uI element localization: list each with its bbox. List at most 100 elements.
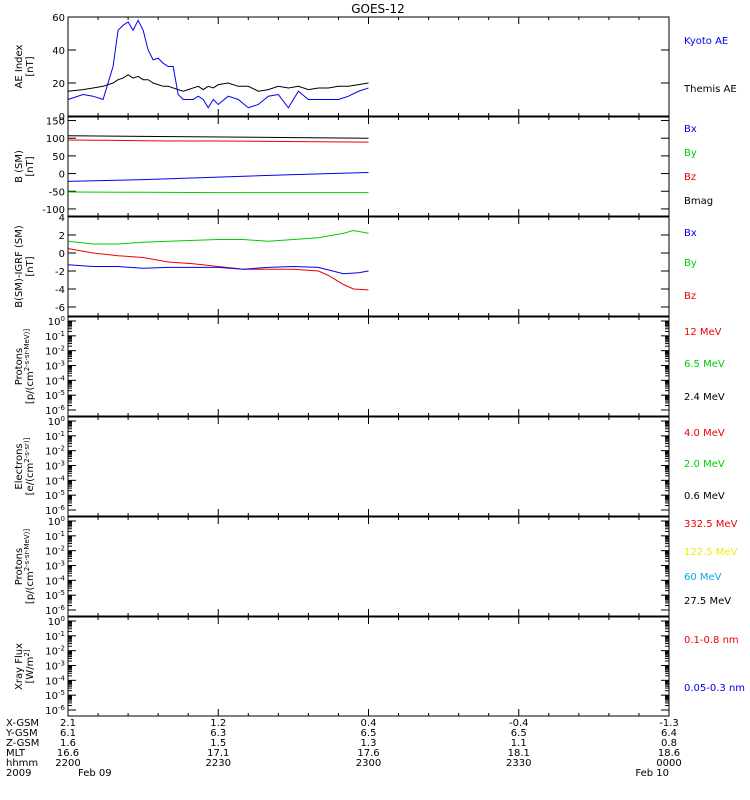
series-line-bx	[67, 172, 369, 182]
legend-entry: 2.0 MeV	[684, 459, 725, 470]
y-axis-label: AE Index [nT]	[14, 44, 36, 88]
panel-bdiff: -6 -4 -2 0 2 4 B(SM)-IGRF (SM) [nT] Bx By Bz	[14, 213, 697, 317]
y-axis-label-line: Protons	[14, 548, 25, 585]
y-tick-label: 10-1	[45, 330, 65, 343]
series-line-themis-ae	[67, 74, 369, 92]
panel-frame	[67, 16, 670, 117]
y-tick-label: 0	[59, 170, 65, 181]
legend-entry: 4.0 MeV	[684, 428, 725, 439]
y-axis-label: B (SM) [nT]	[14, 150, 36, 183]
y-tick-label: 100	[46, 134, 65, 145]
series-line-bmag	[67, 135, 369, 139]
x-axis-value: 17.1	[207, 748, 229, 759]
x-axis-value: 2.1	[60, 718, 76, 729]
x-axis-value: 6.5	[361, 728, 377, 739]
legend-entry: By	[684, 148, 697, 159]
x-axis-value: 1.1	[511, 738, 527, 749]
x-axis-value: 2230	[206, 758, 231, 769]
x-axis-value: 2200	[55, 758, 80, 769]
panel-frame	[67, 616, 670, 717]
legend-entry: Bx	[684, 124, 697, 135]
panel-ae: 0 20 40 60 AE Index [nT] Kyoto AE Themis AE	[14, 13, 737, 123]
y-axis-label-line: [e/(cm2-s-sr)]	[23, 437, 36, 495]
series-line-bz	[67, 248, 369, 291]
x-row-label: Z-GSM	[6, 738, 39, 749]
x-axis-value: Feb 10	[635, 768, 669, 779]
x-row-label: Y-GSM	[5, 728, 38, 739]
legend-entry: Themis AE	[683, 84, 737, 95]
y-tick-label: 50	[52, 152, 65, 163]
y-tick-label: 10-2	[45, 345, 65, 358]
y-tick-label: 150	[46, 117, 65, 128]
y-tick-label: 10-4	[45, 674, 65, 687]
legend-entry: Kyoto AE	[684, 36, 728, 47]
legend-entry: Bz	[684, 172, 696, 183]
y-tick-label: 100	[48, 515, 65, 528]
panel-electrons: 100 10-1 10-2 10-310-4 10-5 10-6 Electrons [e/(…	[14, 415, 725, 517]
panel-frame	[67, 316, 670, 417]
y-tick-label: 0	[59, 249, 65, 260]
x-axis-value: Feb 09	[78, 768, 112, 779]
y-axis-label: Protons[p/(cm2-s-sr-MeV)]	[14, 529, 36, 604]
y-axis-label-line: [nT]	[25, 56, 36, 76]
x-row-label: X-GSM	[6, 718, 39, 729]
y-tick-label: 10-1	[45, 530, 65, 543]
x-axis-value: 1.3	[361, 738, 377, 749]
x-axis-value: 6.5	[511, 728, 527, 739]
panel-protons2: 100 10-1 10-2 10-310-4 10-5 10-6 Protons[p/(cm…	[14, 515, 738, 617]
y-tick-label: 10-4	[45, 474, 65, 487]
y-tick-label: 10-3	[45, 660, 65, 673]
plot-title: GOES-12	[351, 2, 405, 16]
panel-frame	[67, 216, 670, 317]
legend-entry: By	[684, 258, 697, 269]
y-axis-label-line: Electrons	[14, 443, 25, 489]
y-tick-label: 10-6	[45, 504, 65, 517]
legend-entry: 60 MeV	[684, 572, 722, 583]
x-axis-value: 1.6	[60, 738, 76, 749]
x-axis-value: 17.6	[357, 748, 379, 759]
y-tick-label: 10-5	[45, 389, 65, 402]
panel-bsm: -100 -50 0 50 100 150 B (SM) [nT] Bx By Bz Bmag	[14, 116, 713, 217]
y-axis-label: Xray Flux [W/m2]	[14, 643, 36, 690]
series-line-bz	[67, 139, 369, 143]
legend-entry: Bmag	[684, 196, 713, 207]
legend-entry: Bz	[684, 291, 696, 302]
y-tick-label: 0	[59, 112, 65, 123]
x-axis-value: 0.8	[661, 738, 677, 749]
y-axis-label-line: Xray Flux	[14, 643, 25, 690]
legend-entry: 2.4 MeV	[684, 392, 725, 403]
y-tick-label: 10-1	[45, 430, 65, 443]
y-tick-label: 4	[59, 213, 65, 224]
y-tick-label: 10-3	[45, 460, 65, 473]
y-tick-label: 10-3	[45, 360, 65, 373]
y-tick-label: 40	[52, 46, 65, 57]
y-tick-label: 10-6	[45, 404, 65, 417]
legend-entry: 6.5 MeV	[684, 359, 725, 370]
panel-frame	[67, 416, 670, 517]
series-line-bx	[67, 264, 369, 275]
y-tick-label: 20	[52, 79, 65, 90]
y-tick-label: 100	[48, 615, 65, 628]
y-tick-label: -6	[55, 303, 65, 314]
x-axis-value: 18.1	[508, 748, 530, 759]
legend-entry: 0.05-0.3 nm	[684, 683, 745, 694]
x-axis-value: 0000	[656, 758, 681, 769]
series-line-by	[67, 191, 369, 194]
x-axis-value: 1.2	[210, 718, 226, 729]
x-row-label: hhmm	[6, 758, 38, 769]
y-axis-label-line: [nT]	[25, 256, 36, 276]
panel-frame	[67, 516, 670, 617]
y-tick-label: 10-6	[45, 604, 65, 617]
series-line-kyoto-ae	[67, 19, 369, 109]
y-tick-label: 60	[52, 13, 65, 24]
legend-entry: 0.6 MeV	[684, 491, 725, 502]
x-axis-value: 6.4	[661, 728, 677, 739]
x-axis-value: 6.3	[210, 728, 226, 739]
y-tick-label: 10-2	[45, 545, 65, 558]
x-row-label: MLT	[6, 748, 26, 759]
x-axis-value: 18.6	[658, 748, 680, 759]
y-tick-label: 10-5	[45, 689, 65, 702]
panel-xray: 100 10-1 10-2 10-310-4 10-5 10-6 Xray Flux [W/m…	[14, 615, 745, 717]
x-axis-value: 0.4	[361, 718, 377, 729]
